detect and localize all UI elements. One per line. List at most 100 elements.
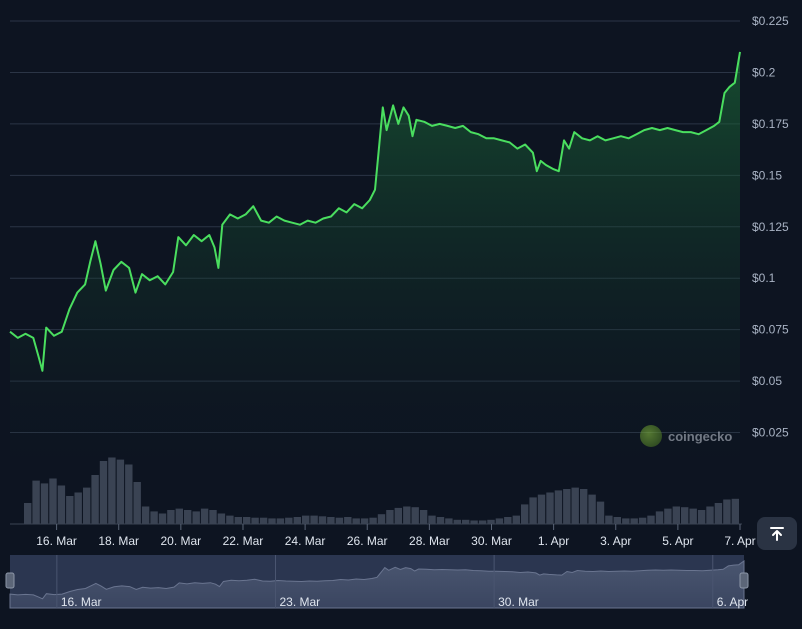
volume-bar [192,511,200,524]
volume-bar [377,514,386,524]
volume-bar [226,515,234,524]
y-tick-label: $0.2 [752,65,776,79]
navigator-tick-label: 16. Mar [61,595,102,609]
volume-bar [504,517,512,524]
volume-bar [655,511,664,524]
volume-bar [546,492,554,524]
navigator-area [9,560,745,609]
navigator-right-handle[interactable] [739,572,749,589]
x-tick-label: 1. Apr [538,534,569,548]
y-tick-label: $0.05 [752,374,782,388]
x-tick-label: 24. Mar [285,534,326,548]
volume-bar [24,503,32,524]
volume-bar [462,519,470,524]
volume-bar [613,517,621,524]
volume-bar [83,487,91,524]
volume-bar [327,517,335,524]
navigator-tick-label: 6. Apr [717,595,748,609]
volume-bar [200,508,209,524]
volume-bar [436,517,445,524]
volume-bar [672,506,680,524]
volume-bar [478,520,487,524]
volume-bar [141,506,150,524]
volume-bar [99,461,108,524]
volume-bar [403,506,411,524]
volume-bar [74,492,82,524]
volume-bar [285,517,293,524]
volume-bar [731,498,739,524]
scroll-to-top-button[interactable] [757,517,797,550]
volume-bar [184,510,192,524]
volume-bar [664,508,672,524]
volume-bar [66,496,74,524]
coingecko-watermark: coingecko [640,425,732,447]
y-tick-label: $0.225 [752,14,789,28]
volume-bar [723,499,731,524]
navigator[interactable]: 16. Mar 23. Mar 30. Mar 6. Apr [5,555,749,609]
y-tick-label: $0.15 [752,168,782,182]
watermark-text: coingecko [668,428,733,444]
volume-bar [57,485,66,524]
x-tick-label: 20. Mar [161,534,202,548]
x-tick-label: 22. Mar [223,534,264,548]
volume-bar [529,497,537,524]
volume-bar [647,515,655,524]
volume-bar [318,516,327,524]
volume-bar [571,487,579,524]
volume-bar [209,510,217,524]
volume-bar [158,513,167,524]
x-tick-label: 16. Mar [36,534,77,548]
x-tick-label: 7. Apr [724,534,755,548]
volume-bar [630,518,638,524]
x-tick-label: 30. Mar [471,534,512,548]
y-tick-label: $0.1 [752,271,776,285]
price-area [9,51,741,485]
y-axis-ticks: $0.025 $0.05 $0.075 $0.1 $0.125 $0.15 $0.175 $0… [752,14,789,440]
volume-bar [234,517,242,524]
volume-bar [714,503,723,524]
volume-bar [49,478,57,524]
volume-bar [563,489,571,524]
volume-bar [470,520,478,524]
volume-bar [133,482,141,524]
volume-bar [495,518,504,524]
volume-bar [487,519,495,524]
x-tick-label: 26. Mar [347,534,388,548]
volume-bar [394,507,402,524]
volume-bar [310,515,318,524]
volume-bar [91,475,99,524]
volume-bar [419,510,428,524]
coingecko-logo-icon [640,425,662,447]
volume-bar [259,517,268,524]
price-line [9,51,741,372]
volume-bar [268,518,276,524]
volume-bar [605,515,613,524]
volume-bar [175,508,183,524]
volume-bar [681,507,689,524]
volume-bar [537,494,546,524]
volume-bar [40,483,49,524]
navigator-left-handle[interactable] [5,572,15,589]
volume-bar [150,511,158,524]
y-tick-label: $0.075 [752,323,789,337]
volume-bar [428,515,436,524]
volume-bar [344,517,352,524]
volume-bar [554,490,563,524]
volume-bars [10,457,742,525]
volume-bar [697,510,706,524]
volume-bar [217,513,226,524]
navigator-tick-label: 23. Mar [279,595,320,609]
volume-bar [167,510,175,524]
arrow-up-to-line-icon [770,526,784,541]
x-tick-label: 5. Apr [662,534,693,548]
volume-bar [411,507,419,524]
volume-bar [276,518,285,524]
volume-bar [445,518,453,524]
volume-bar [689,508,697,524]
volume-bar [302,515,310,524]
y-tick-label: $0.125 [752,220,789,234]
volume-bar [243,517,251,524]
volume-bar [116,459,125,524]
volume-bar [521,504,529,524]
